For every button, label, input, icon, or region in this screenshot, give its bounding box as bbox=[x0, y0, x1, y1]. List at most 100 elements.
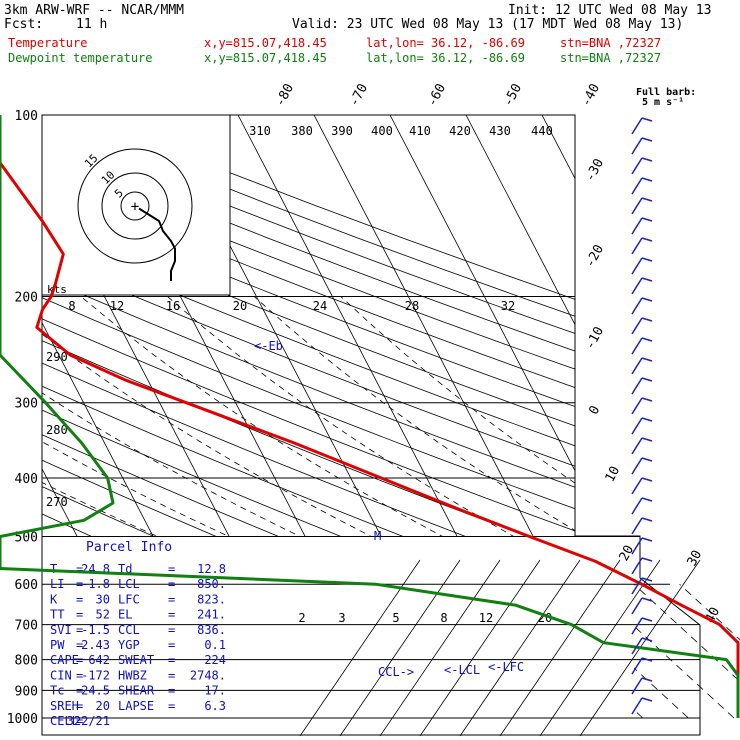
wind-barb bbox=[631, 637, 643, 655]
wind-barb bbox=[641, 537, 653, 542]
parcel-param-eq: = bbox=[76, 623, 83, 637]
parcel-param-name: LFC bbox=[118, 592, 140, 606]
legend-dewpoint-latlon: lat,lon= 36.12, -86.69 bbox=[366, 51, 525, 65]
isotherm-label: -70 bbox=[347, 81, 371, 109]
parcel-param-value: 241. bbox=[197, 608, 226, 622]
wind-barb bbox=[641, 317, 653, 322]
wind-barb bbox=[641, 137, 653, 142]
isotherm-line bbox=[499, 559, 621, 737]
init-time: Init: 12 UTC Wed 08 May 13 bbox=[508, 3, 712, 18]
dry-adiabat-line bbox=[42, 256, 575, 467]
isotherm-label: -10 bbox=[583, 324, 607, 352]
wind-barb bbox=[641, 677, 653, 682]
mixing-ratio-label: 2 bbox=[298, 611, 305, 625]
wind-barb bbox=[641, 437, 653, 442]
parcel-param-eq: = bbox=[76, 653, 83, 667]
isotherm-line bbox=[389, 115, 575, 472]
theta-label: 380 bbox=[291, 124, 313, 138]
isotherm-label: -80 bbox=[273, 81, 297, 109]
parcel-param-eq: = bbox=[168, 577, 175, 591]
theta-label: 390 bbox=[331, 124, 353, 138]
hodograph-center-mark: + bbox=[131, 199, 139, 215]
parcel-param-eq: = bbox=[168, 592, 175, 606]
wind-barb bbox=[641, 637, 653, 642]
hodo-speed-label: 16 bbox=[166, 299, 180, 313]
dry-adiabat-line bbox=[42, 181, 575, 388]
pressure-tick-label: 700 bbox=[15, 619, 38, 634]
mixing-ratio-label: 12 bbox=[479, 611, 493, 625]
isotherm-line bbox=[459, 559, 581, 737]
parcel-param-eq: = bbox=[168, 638, 175, 652]
wind-barb bbox=[631, 337, 643, 355]
isotherm-label: 10 bbox=[603, 464, 624, 485]
wind-barb bbox=[641, 177, 653, 182]
parcel-param-value: -1.5 bbox=[81, 623, 110, 637]
parcel-param-eq: = bbox=[168, 653, 175, 667]
dry-adiabat-line bbox=[42, 218, 575, 427]
parcel-param-name: SHEAR bbox=[118, 684, 155, 698]
theta-label: 410 bbox=[409, 124, 431, 138]
wind-barb bbox=[631, 397, 643, 415]
parcel-param-name: PW bbox=[50, 638, 65, 652]
wind-barb bbox=[641, 597, 653, 602]
parcel-param-value: -1.8 bbox=[81, 577, 110, 591]
moist-adiabat-line bbox=[340, 296, 575, 484]
isotherm-label: 0 bbox=[586, 403, 603, 417]
eb-marker: <-Eb bbox=[254, 339, 283, 353]
isotherm-line bbox=[313, 115, 575, 618]
wind-barb bbox=[631, 217, 643, 235]
parcel-param-value: 224 bbox=[204, 653, 226, 667]
wind-barb bbox=[641, 197, 653, 202]
parcel-param-name: CELL bbox=[50, 714, 79, 728]
wind-barb bbox=[641, 697, 653, 702]
parcel-param-eq: = bbox=[76, 684, 83, 698]
parcel-param-eq: = bbox=[76, 714, 83, 728]
dry-adiabat-line bbox=[42, 163, 575, 370]
mixing-ratio-label: 3 bbox=[338, 611, 345, 625]
wind-barb bbox=[641, 557, 653, 562]
hodograph-ring bbox=[120, 191, 150, 221]
parcel-param-name: CCL bbox=[118, 623, 140, 637]
wind-barb bbox=[631, 357, 643, 375]
wind-barb bbox=[631, 437, 643, 455]
isotherm-line bbox=[539, 559, 661, 737]
wind-barb bbox=[631, 137, 643, 155]
isotherm-line bbox=[694, 115, 740, 718]
isotherm-label: -50 bbox=[501, 81, 525, 109]
dewpoint-profile bbox=[0, 115, 740, 718]
pressure-tick-label: 400 bbox=[15, 472, 38, 487]
parcel-param-name: HWBZ bbox=[118, 668, 147, 682]
legend-dewpoint-xy: x,y=815.07,418.45 bbox=[204, 51, 327, 65]
wind-barb bbox=[631, 457, 643, 475]
legend-dewpoint-name: Dewpoint temperature bbox=[8, 51, 153, 65]
mixing-ratio-label: 8 bbox=[440, 611, 447, 625]
isotherm-label: -20 bbox=[583, 242, 607, 270]
pressure-tick-label: 100 bbox=[15, 109, 38, 124]
temperature-profile bbox=[0, 115, 740, 718]
parcel-param-value: 24.5 bbox=[81, 684, 110, 698]
parcel-param-value: 20 bbox=[96, 699, 110, 713]
isotherm-line bbox=[379, 559, 501, 737]
pressure-tick-label: 800 bbox=[15, 654, 38, 669]
parcel-param-name: SVI bbox=[50, 623, 72, 637]
pressure-tick-label: 500 bbox=[15, 530, 38, 545]
parcel-param-value: 642 bbox=[88, 653, 110, 667]
isotherm-label: 30 bbox=[685, 548, 706, 569]
parcel-param-name: EL bbox=[118, 608, 132, 622]
valid-time: Valid: 23 UTC Wed 08 May 13 (17 MDT Wed … bbox=[292, 17, 684, 32]
wind-barb bbox=[641, 357, 653, 362]
parcel-param-name: SREH bbox=[50, 699, 79, 713]
wind-barb bbox=[641, 617, 653, 622]
parcel-param-value: 322/21 bbox=[67, 714, 110, 728]
wind-barb bbox=[631, 617, 643, 635]
hodograph-box bbox=[41, 114, 231, 296]
theta-label: 420 bbox=[449, 124, 471, 138]
wind-barb bbox=[641, 657, 653, 662]
parcel-param-eq: = bbox=[76, 699, 83, 713]
isotherm-label: -60 bbox=[425, 81, 449, 109]
parcel-param-name: LI bbox=[50, 577, 64, 591]
legend-temperature-xy: x,y=815.07,418.45 bbox=[204, 36, 327, 50]
mixing-ratio-line bbox=[679, 583, 740, 641]
hodograph-ring bbox=[77, 148, 193, 264]
parcel-param-eq: = bbox=[76, 638, 83, 652]
